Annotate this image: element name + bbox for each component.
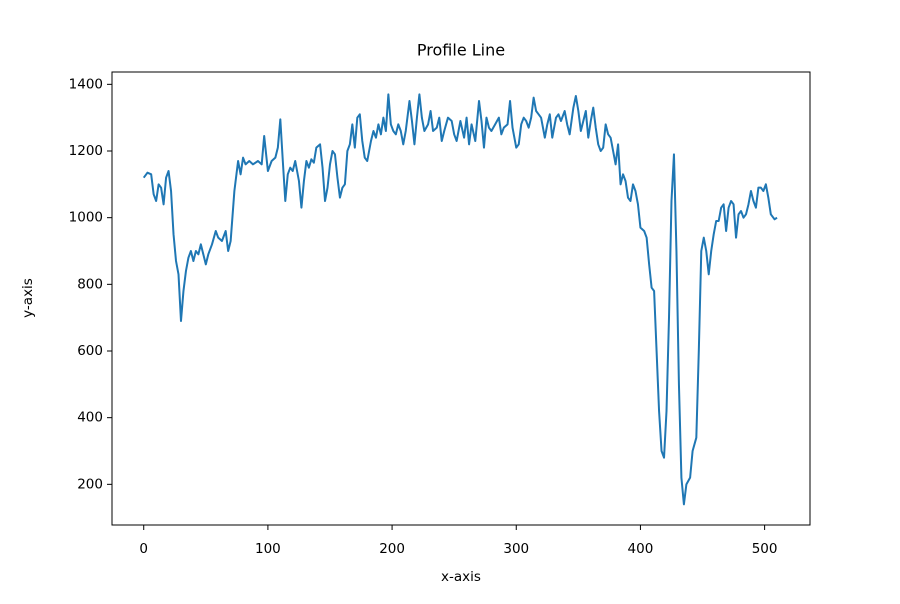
y-tick-label: 200 bbox=[77, 476, 103, 492]
plot-frame bbox=[111, 71, 811, 526]
y-tick-label: 1200 bbox=[69, 143, 103, 159]
y-tick-label: 1000 bbox=[69, 210, 103, 226]
x-tick-label: 200 bbox=[379, 541, 405, 557]
y-tick-label: 400 bbox=[77, 410, 103, 426]
x-tick-label: 400 bbox=[628, 541, 654, 557]
x-tick-label: 300 bbox=[503, 541, 529, 557]
y-tick-label: 1400 bbox=[69, 76, 103, 92]
x-axis-label: x-axis bbox=[441, 569, 481, 585]
y-tick-label: 600 bbox=[77, 343, 103, 359]
x-tick-label: 500 bbox=[752, 541, 778, 557]
y-tick-label: 800 bbox=[77, 276, 103, 292]
data-line bbox=[142, 93, 778, 506]
x-tick-label: 100 bbox=[255, 541, 281, 557]
x-tick-label: 0 bbox=[139, 541, 148, 557]
y-axis-label: y-axis bbox=[20, 278, 36, 318]
chart-title: Profile Line bbox=[417, 41, 505, 60]
